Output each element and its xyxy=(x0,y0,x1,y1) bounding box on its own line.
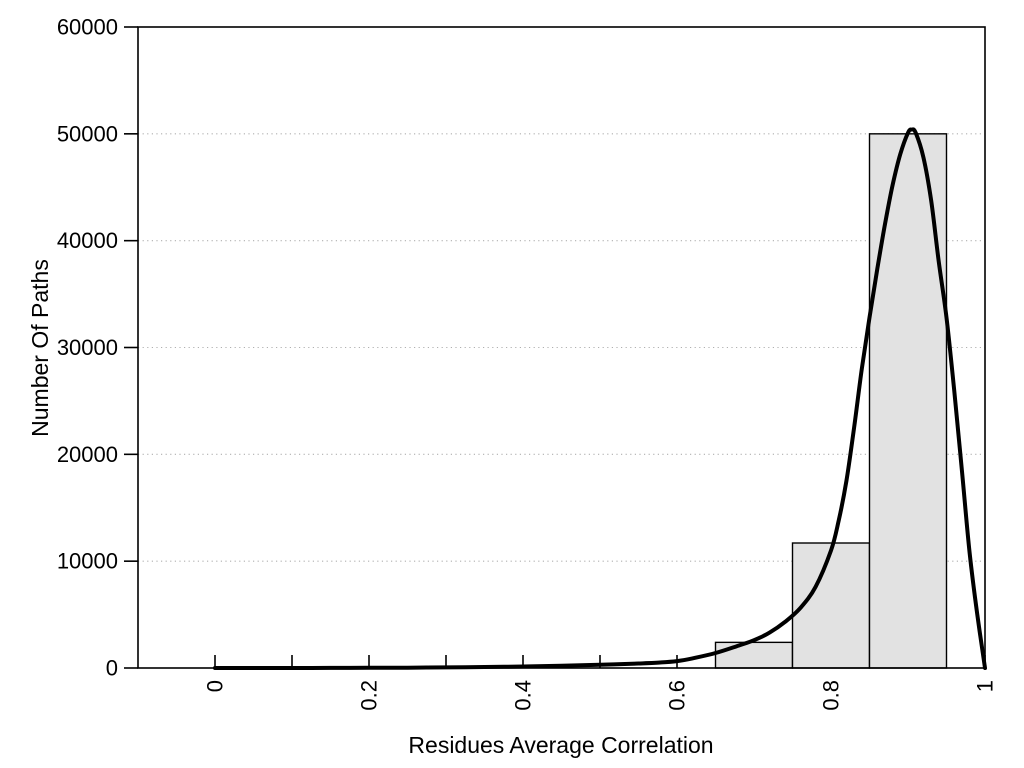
y-tick-label: 10000 xyxy=(57,549,118,574)
grid-layer xyxy=(138,133,985,562)
fit-curve xyxy=(213,127,987,670)
y-tick-label: 20000 xyxy=(57,442,118,467)
plot-frame xyxy=(137,26,986,669)
histogram-bar xyxy=(714,641,794,669)
x-tick-label: 0.2 xyxy=(357,680,382,711)
x-tick-label: 1 xyxy=(973,680,998,692)
x-tick-label: 0.4 xyxy=(511,680,536,711)
y-tick-label: 50000 xyxy=(57,121,118,146)
y-tick-label: 30000 xyxy=(57,335,118,360)
y-tick-label: 0 xyxy=(106,656,118,681)
x-axis-title: Residues Average Correlation xyxy=(408,732,713,758)
x-tick-label: 0.6 xyxy=(665,680,690,711)
y-tick-label: 40000 xyxy=(57,228,118,253)
tick-labels-layer: 0 10000 20000 30000 40000 50000 60000 0 0.2 0.4 0.… xyxy=(57,15,998,711)
y-tick-label: 60000 xyxy=(57,15,118,40)
bars-layer xyxy=(714,133,948,669)
x-tick-label: 0 xyxy=(203,680,228,692)
curve-layer xyxy=(213,127,987,670)
x-tick-label: 0.8 xyxy=(819,680,844,711)
y-axis-title: Number Of Paths xyxy=(27,259,53,437)
